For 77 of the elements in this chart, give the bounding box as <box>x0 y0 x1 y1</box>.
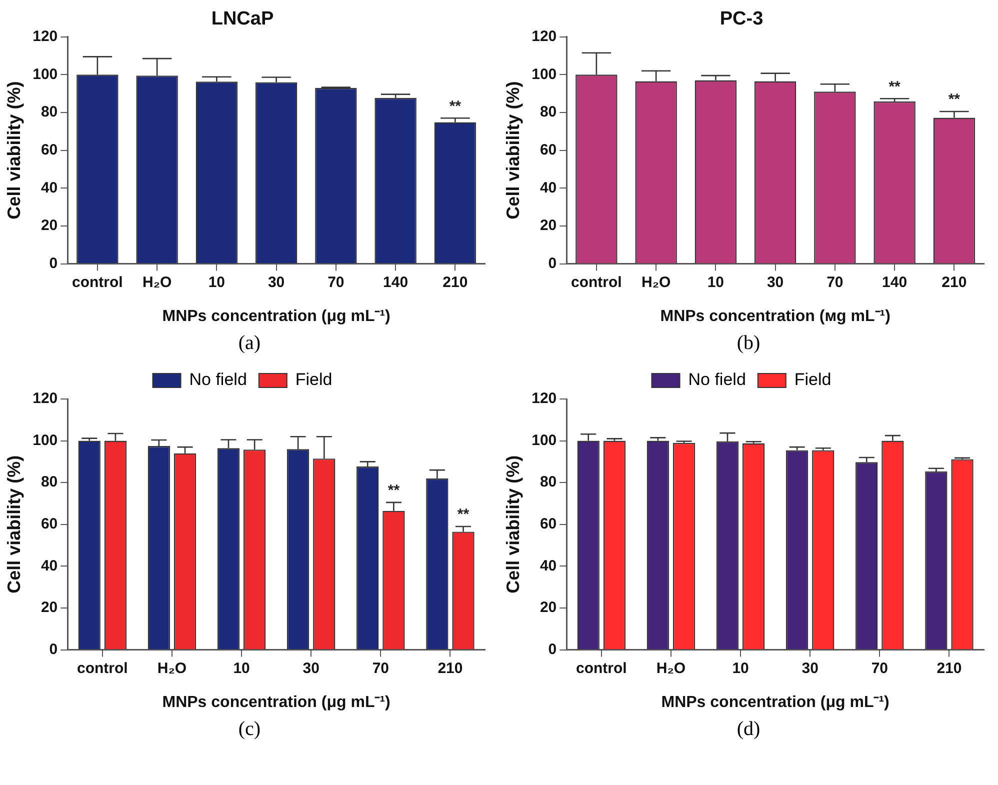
x-axis-title: MNPs concentration (μg mL⁻¹) <box>162 308 390 325</box>
chart-title: PC-3 <box>720 8 764 30</box>
x-tick-label: H₂O <box>157 660 187 677</box>
y-tick-label: 120 <box>532 28 557 45</box>
y-tick-label: 40 <box>40 179 58 196</box>
y-tick-label: 60 <box>540 516 557 533</box>
x-tick-label: 140 <box>383 274 408 291</box>
x-tick-label: H₂O <box>641 274 671 291</box>
y-tick-label: 100 <box>32 432 58 449</box>
x-tick-label: control <box>72 274 123 291</box>
x-tick-label: 210 <box>942 274 967 291</box>
y-tick-label: 0 <box>548 254 557 272</box>
x-tick-label: 10 <box>732 660 749 677</box>
y-tick-label: 0 <box>49 640 58 658</box>
y-tick-label: 40 <box>540 557 557 574</box>
y-tick-label: 40 <box>40 557 58 574</box>
y-tick-label: 100 <box>532 66 557 83</box>
legend-label: Field <box>794 370 832 390</box>
y-tick-label: 20 <box>40 217 58 234</box>
legend-label: No field <box>688 370 746 390</box>
y-tick-label: 120 <box>32 28 58 45</box>
y-tick-label: 20 <box>40 599 58 616</box>
x-tick-label: 10 <box>233 660 250 677</box>
x-axis-title: MNPs concentration (μg mL⁻¹) <box>162 694 390 711</box>
y-tick-label: 100 <box>32 66 58 83</box>
y-axis-title: Cell viability (%) <box>502 455 523 594</box>
x-axis-title: MNPs concentration (мg mL⁻¹) <box>660 308 890 325</box>
y-tick-label: 80 <box>40 474 58 491</box>
x-tick-label: 30 <box>302 660 320 677</box>
x-tick-label: 30 <box>268 274 285 291</box>
y-axis-title: Cell viability (%) <box>502 81 523 220</box>
x-tick-label: 70 <box>871 660 888 677</box>
y-tick-label: 80 <box>540 474 557 491</box>
text: (a) <box>237 331 262 356</box>
text: (d) <box>736 717 762 742</box>
text: (b) <box>736 331 762 356</box>
x-tick-label: 70 <box>826 274 844 291</box>
y-tick-label: 0 <box>548 640 557 658</box>
text: (c) <box>237 717 262 742</box>
y-tick-label: 0 <box>49 254 58 272</box>
x-tick-label: control <box>76 660 128 677</box>
y-tick-label: 120 <box>532 390 557 408</box>
x-tick-label: 70 <box>328 274 344 291</box>
y-axis-title: Cell viability (%) <box>4 81 24 220</box>
y-axis-title: Cell viability (%) <box>4 455 24 594</box>
x-tick-label: 10 <box>707 274 724 291</box>
x-tick-label: 210 <box>442 274 468 291</box>
y-tick-label: 60 <box>40 141 58 158</box>
x-tick-label: 30 <box>766 274 784 291</box>
chart-title: LNCaP <box>211 8 274 30</box>
x-axis-title: MNPs concentration (μg mL⁻¹) <box>661 694 890 711</box>
legend-label: No field <box>189 370 247 390</box>
annotation: ** <box>388 482 400 500</box>
annotation: ** <box>449 98 462 115</box>
x-tick-label: control <box>576 660 627 677</box>
y-tick-label: 40 <box>540 179 557 196</box>
y-tick-label: 60 <box>540 141 557 158</box>
x-tick-label: 210 <box>438 660 463 677</box>
y-tick-label: 20 <box>540 217 557 234</box>
annotation: ** <box>888 78 901 96</box>
x-tick-label: 210 <box>936 660 962 677</box>
annotation: ** <box>948 91 960 108</box>
y-tick-label: 120 <box>32 390 58 408</box>
x-tick-label: 30 <box>802 660 818 677</box>
y-tick-label: 20 <box>540 599 557 616</box>
y-tick-label: 100 <box>532 432 557 449</box>
x-tick-label: control <box>571 274 622 291</box>
x-tick-label: H₂O <box>142 274 172 291</box>
x-tick-label: 140 <box>882 274 908 291</box>
y-tick-label: 60 <box>40 516 58 533</box>
annotation: ** <box>457 506 470 524</box>
x-tick-label: H₂O <box>656 660 686 677</box>
y-tick-label: 80 <box>540 104 557 121</box>
x-tick-label: 10 <box>208 274 226 291</box>
x-tick-label: 70 <box>372 660 389 677</box>
legend-label: Field <box>295 370 332 390</box>
y-tick-label: 80 <box>40 104 58 121</box>
